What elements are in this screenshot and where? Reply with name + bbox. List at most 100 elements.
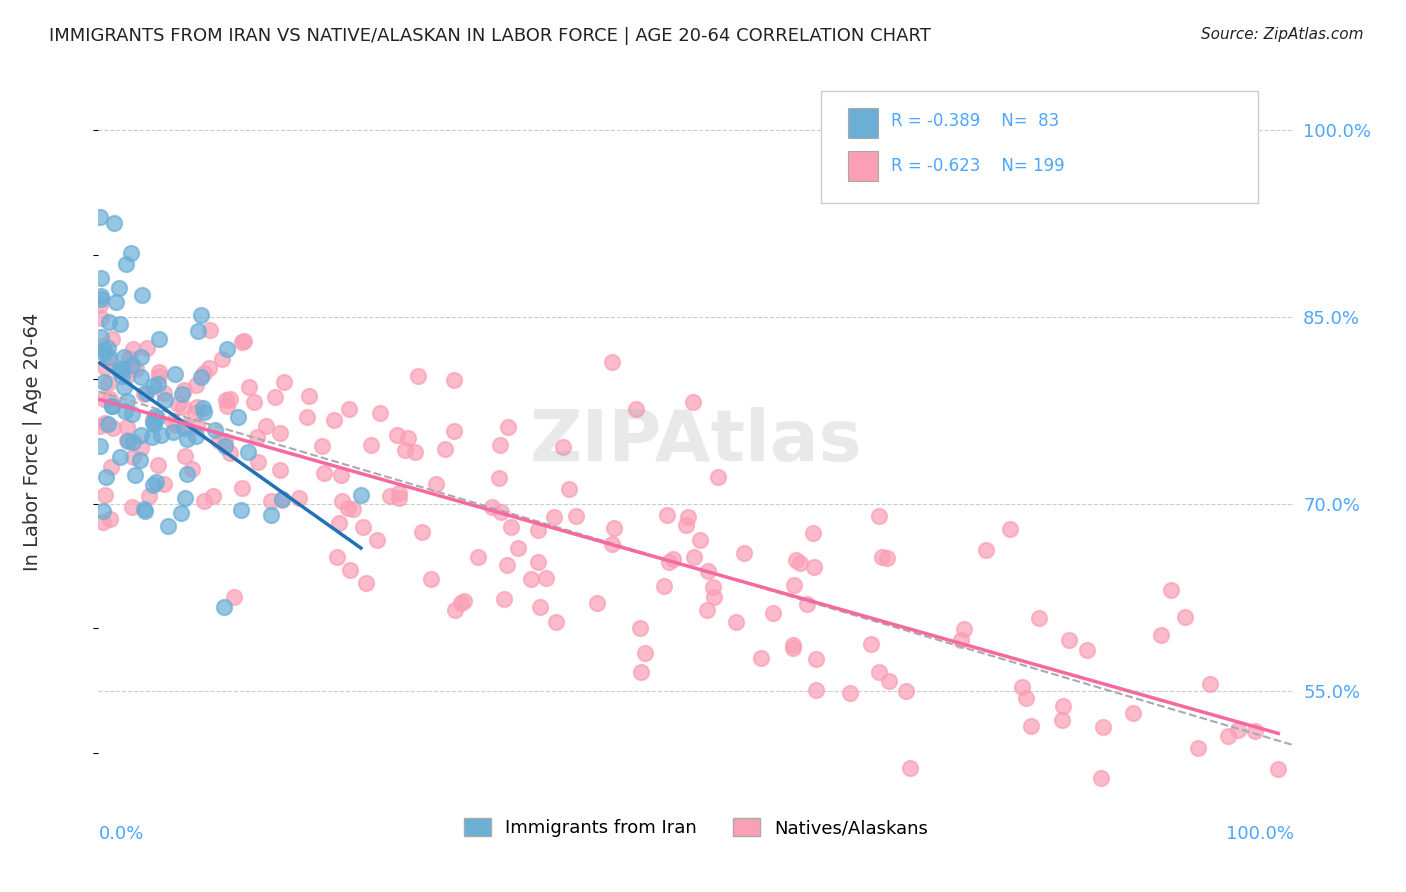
Point [214, 434, 236, 449]
Point [839, 686, 862, 700]
Point [93, 504, 115, 518]
Point [152, 385, 174, 400]
Point [1122, 706, 1144, 720]
Point [273, 376, 295, 390]
Point [998, 522, 1021, 536]
Point [586, 597, 609, 611]
Point [128, 452, 150, 467]
Point [1267, 762, 1289, 776]
Point [198, 323, 221, 337]
Point [176, 467, 198, 481]
Text: R = -0.623    N= 199: R = -0.623 N= 199 [891, 156, 1064, 175]
Point [406, 369, 429, 384]
Point [600, 537, 623, 551]
Point [94, 359, 117, 374]
Point [131, 288, 153, 302]
Text: ZIPAtlas: ZIPAtlas [530, 407, 862, 476]
Point [100, 400, 122, 414]
Point [443, 424, 465, 438]
Point [212, 600, 235, 615]
Point [450, 597, 472, 611]
Point [288, 491, 311, 505]
Point [91, 515, 114, 529]
Point [630, 665, 652, 679]
Point [215, 399, 238, 413]
Point [298, 388, 321, 402]
Point [110, 364, 132, 378]
Point [269, 463, 291, 477]
Point [231, 503, 253, 517]
Point [238, 380, 260, 394]
Point [689, 533, 711, 548]
Point [1090, 771, 1112, 785]
Point [111, 369, 134, 384]
Point [172, 400, 194, 414]
Point [98, 315, 121, 329]
Point [132, 387, 155, 401]
Point [246, 429, 269, 443]
Point [162, 415, 184, 429]
Point [150, 427, 173, 442]
Point [870, 550, 893, 565]
Text: Source: ZipAtlas.com: Source: ZipAtlas.com [1201, 27, 1364, 42]
Point [117, 394, 139, 409]
Point [404, 445, 426, 459]
Point [108, 363, 131, 377]
Point [323, 413, 346, 427]
Bar [848, 108, 877, 138]
Point [489, 505, 512, 519]
Point [214, 392, 236, 407]
Point [94, 416, 117, 430]
Point [173, 491, 195, 506]
Point [260, 494, 283, 508]
Point [135, 342, 157, 356]
Point [806, 652, 828, 666]
Point [142, 415, 165, 429]
Point [949, 633, 972, 648]
Point [526, 555, 548, 569]
Point [226, 410, 249, 425]
Point [974, 542, 997, 557]
Point [565, 509, 588, 524]
Point [94, 470, 117, 484]
Point [350, 488, 373, 502]
Point [396, 431, 419, 445]
Point [366, 533, 388, 548]
Point [658, 555, 681, 569]
Point [124, 467, 146, 482]
Point [93, 375, 115, 389]
Point [339, 563, 361, 577]
Point [481, 500, 503, 514]
Point [796, 597, 818, 611]
Point [122, 450, 145, 464]
Point [142, 477, 165, 491]
Point [121, 500, 143, 514]
Point [1019, 719, 1042, 733]
Point [1015, 691, 1038, 706]
Point [496, 558, 519, 572]
Point [103, 421, 125, 435]
Point [163, 367, 186, 381]
Point [783, 578, 806, 592]
Point [654, 579, 676, 593]
Point [297, 409, 319, 424]
Point [217, 342, 239, 356]
Point [501, 519, 523, 533]
Point [231, 481, 253, 495]
Point [98, 512, 121, 526]
Point [155, 393, 177, 408]
Point [602, 521, 624, 535]
Point [360, 438, 382, 452]
Point [1174, 609, 1197, 624]
Point [762, 606, 785, 620]
Point [112, 350, 135, 364]
Point [896, 684, 918, 698]
Point [108, 317, 131, 331]
Point [142, 379, 165, 393]
Point [115, 434, 138, 448]
Point [93, 343, 115, 358]
Point [117, 434, 139, 448]
Point [98, 392, 121, 406]
Point [634, 646, 657, 660]
Point [488, 471, 510, 485]
